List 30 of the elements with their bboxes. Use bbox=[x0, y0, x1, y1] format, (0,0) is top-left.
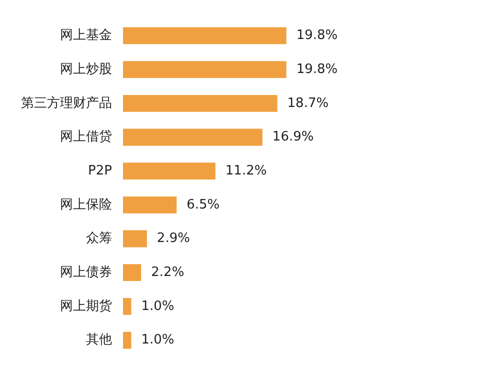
bar bbox=[123, 196, 177, 214]
y-tick-label: 其他 bbox=[86, 332, 112, 348]
y-tick-label: 网上债券 bbox=[60, 264, 112, 280]
y-tick-label: 网上保险 bbox=[60, 197, 112, 212]
y-tick-label: P2P bbox=[88, 163, 112, 178]
data-label: 16.9% bbox=[272, 130, 314, 145]
data-label: 2.9% bbox=[156, 231, 190, 246]
y-tick-label: 众筹 bbox=[86, 231, 112, 246]
data-label: 11.2% bbox=[225, 163, 267, 178]
y-tick-label: 网上基金 bbox=[60, 28, 112, 44]
bar bbox=[123, 27, 286, 44]
bar bbox=[123, 264, 142, 282]
bar bbox=[123, 230, 147, 248]
data-label: 19.8% bbox=[296, 28, 338, 44]
data-label: 18.7% bbox=[287, 96, 329, 111]
bar bbox=[123, 128, 262, 146]
y-tick-label: 网上借贷 bbox=[60, 130, 112, 145]
y-tick-label: 网上炒股 bbox=[60, 62, 112, 77]
y-tick-label: 网上期货 bbox=[60, 298, 112, 314]
bar bbox=[123, 162, 216, 180]
bar bbox=[123, 61, 286, 78]
data-label: 1.0% bbox=[141, 298, 174, 314]
data-label: 6.5% bbox=[186, 197, 220, 212]
data-label: 1.0% bbox=[141, 332, 174, 348]
bar bbox=[123, 298, 132, 315]
bar bbox=[123, 332, 132, 349]
data-label: 2.2% bbox=[151, 264, 184, 280]
data-label: 19.8% bbox=[296, 62, 338, 77]
y-tick-label: 第三方理财产品 bbox=[21, 94, 112, 111]
bar bbox=[123, 94, 278, 112]
